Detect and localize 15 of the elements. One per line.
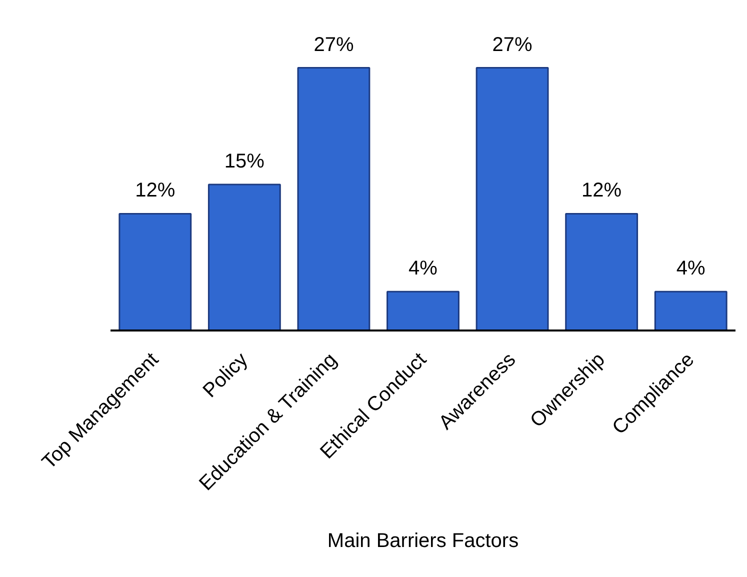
x-axis-title: Main Barriers Factors (327, 530, 519, 552)
bar (297, 67, 370, 330)
data-label: 15% (224, 150, 265, 173)
data-label: 4% (408, 258, 438, 280)
data-label: 12% (582, 180, 622, 202)
data-label: 27% (314, 34, 354, 56)
data-label: 4% (676, 258, 706, 280)
data-label: 27% (492, 34, 533, 56)
bar (118, 212, 192, 330)
bar (208, 184, 281, 330)
data-label: 12% (135, 180, 176, 202)
bar (565, 212, 638, 330)
bar (386, 290, 460, 330)
bar (476, 67, 549, 330)
bar (654, 290, 728, 330)
